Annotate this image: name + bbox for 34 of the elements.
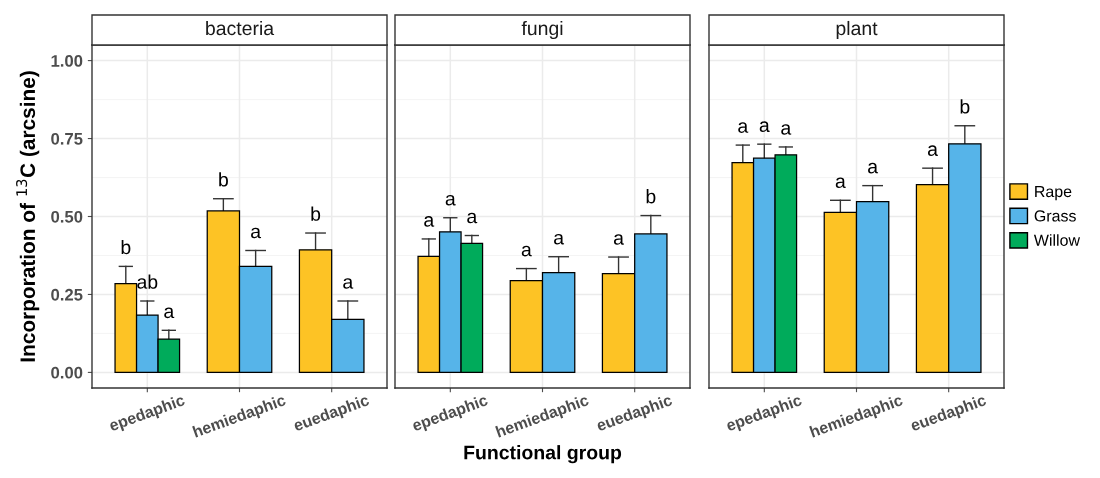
data-label: a: [164, 307, 175, 319]
data-label: a: [835, 177, 846, 189]
data-label: a: [759, 121, 770, 132]
data-label: a: [424, 216, 435, 227]
data-label: a: [613, 234, 624, 245]
data-label: b: [121, 239, 131, 255]
data-label: b: [311, 206, 321, 221]
y-axis-title: Incorporation of $^{13}$C (arcsine): [16, 71, 40, 362]
x-axis-title: Functional group: [464, 445, 622, 464]
y-tick-label: 0.25: [51, 288, 83, 301]
data-label: a: [521, 245, 532, 257]
data-label: a: [467, 212, 478, 224]
data-label: a: [781, 124, 792, 135]
data-label: a: [868, 162, 879, 174]
data-label: ab: [137, 274, 158, 289]
legend-label: Grass: [1034, 210, 1076, 222]
y-tick-label: 0.00: [51, 366, 83, 379]
data-label: b: [960, 99, 970, 114]
y-tick-label: 0.75: [51, 132, 83, 145]
legend-label: Rape: [1035, 186, 1072, 201]
data-label: a: [738, 122, 749, 133]
chart-title: fungi: [521, 20, 563, 40]
legend-label: Willow: [1033, 234, 1081, 246]
data-label: a: [343, 278, 354, 289]
data-label: a: [445, 194, 456, 206]
chart-title: bacteria: [206, 20, 275, 36]
data-label: a: [554, 233, 565, 245]
data-label: a: [927, 145, 938, 156]
y-tick-label: 1.00: [51, 54, 83, 67]
y-tick-label: 0.50: [51, 210, 83, 223]
data-label: a: [251, 227, 262, 239]
chart-title: plant: [836, 20, 878, 40]
data-label: b: [646, 189, 656, 204]
data-label: b: [219, 172, 228, 187]
